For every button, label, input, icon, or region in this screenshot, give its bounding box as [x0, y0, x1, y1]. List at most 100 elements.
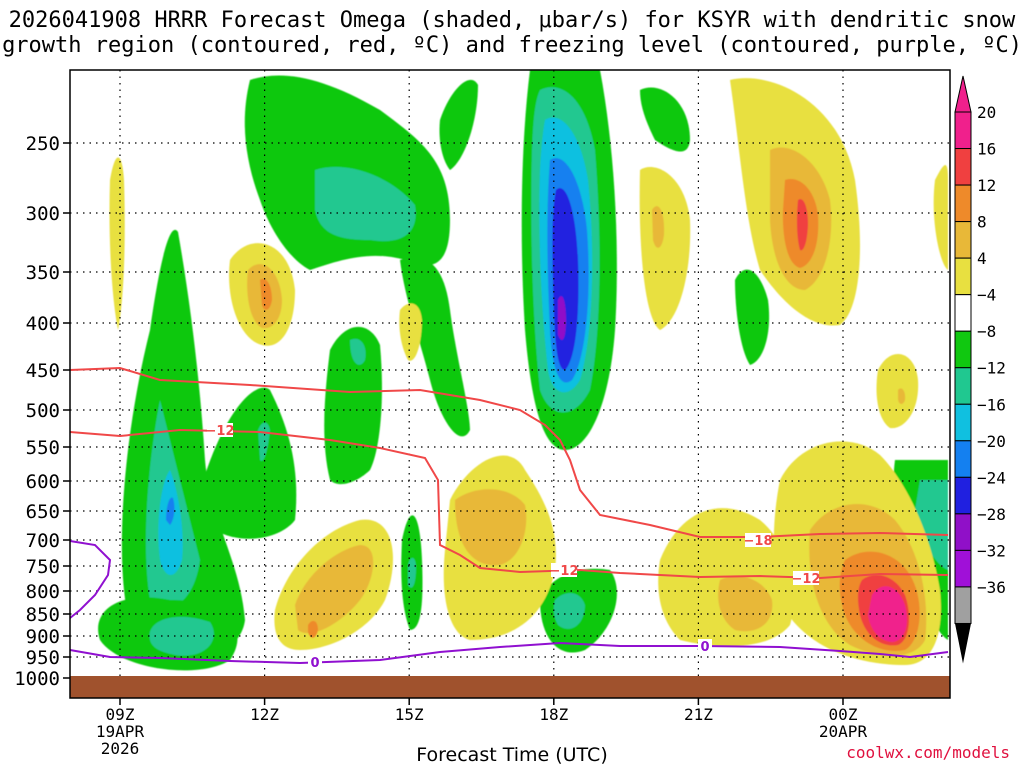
x-tick-sub-00Z: 20APR: [819, 722, 868, 741]
grid-lines: [70, 70, 950, 698]
colorbar-segment-12: [954, 549, 972, 588]
colorbar-segment-9: [954, 440, 972, 478]
omega-teal-18zlow: [553, 593, 585, 629]
omega-orange-13z: [308, 620, 318, 638]
freezing-label-1: 0: [310, 656, 319, 671]
colorbar-label-11: −28: [977, 505, 1006, 524]
y-tick-label-850: 850: [26, 604, 60, 626]
colorbar-label-8: −16: [977, 395, 1006, 414]
colorbar-segment-13: [954, 586, 972, 624]
colorbar-label-10: −24: [977, 468, 1006, 487]
x-tick-label-09Z: 09Z: [106, 705, 135, 724]
colorbar-label-2: 12: [977, 176, 996, 195]
x-tick-sub-09Z: 19APR: [96, 722, 145, 741]
omega-teal-rightedge: [915, 480, 948, 570]
omega-yellow-left-strip: [109, 157, 125, 330]
y-tick-label-1000: 1000: [14, 668, 60, 690]
colorbar-label-12: −32: [977, 541, 1006, 560]
omega-orange-12z: [260, 278, 272, 310]
omega-teal-mid3: [350, 338, 366, 365]
plot-border: [69, 69, 951, 699]
colorbar-label-5: −4: [977, 286, 996, 305]
colorbar-segment-3: [954, 221, 972, 259]
omega-gold-16z: [455, 489, 527, 566]
omega-teal-col15: [408, 557, 416, 588]
dgz-label-1: −12: [206, 424, 235, 439]
colorbar-label-3: 8: [977, 213, 987, 232]
x-tick-label-21Z: 21Z: [684, 705, 713, 724]
x-axis-label: Forecast Time (UTC): [416, 744, 608, 766]
colorbar-segment-8: [954, 403, 972, 442]
omega-teal-top: [315, 166, 416, 242]
x-tick-label-15Z: 15Z: [395, 705, 424, 724]
y-tick-label-900: 900: [26, 626, 60, 648]
colorbar-label-7: −12: [977, 359, 1006, 378]
omega-gold-13z: [295, 545, 374, 634]
colorbar-segment-1: [954, 148, 972, 186]
y-axis: 2503003504004505005506006507007508008509…: [14, 133, 70, 690]
x-tick-label-00Z: 00Z: [829, 705, 858, 724]
freezing-level-contours: [69, 540, 949, 665]
omega-blue-left: [166, 497, 175, 525]
dgz-label-3: −12: [550, 564, 579, 579]
omega-yellow-rightedge-top: [933, 165, 948, 270]
omega-green-right2: [735, 269, 770, 365]
omega-green-mid2: [400, 257, 470, 437]
y-tick-label-750: 750: [26, 556, 60, 578]
y-tick-label-450: 450: [26, 360, 60, 382]
y-tick-label-400: 400: [26, 313, 60, 335]
chart-title-line1: 2026041908 HRRR Forecast Omega (shaded, …: [8, 8, 1016, 33]
x-tick-sub2-09Z: 2026: [101, 739, 140, 758]
ground-surface: [70, 676, 950, 698]
freezing-contour-main: [69, 641, 949, 665]
omega-gold-20z: [652, 206, 665, 248]
colorbar-segment-7: [954, 367, 972, 405]
dgz-label-4: −12: [792, 572, 821, 587]
omega-yellow-20z: [639, 167, 691, 330]
freezing-label-2: 0: [700, 640, 709, 655]
y-tick-label-350: 350: [26, 262, 60, 284]
freezing-contour-left: [69, 540, 112, 619]
colorbar-segment-6: [954, 330, 972, 369]
omega-green-mid3: [324, 326, 382, 485]
dgz-contour-lower: [69, 428, 949, 580]
colorbar: 20 16 12 8 4 −4 −8 −12 −16 −20 −24 −28 −32 −36: [954, 75, 1006, 664]
y-tick-label-600: 600: [26, 471, 60, 493]
colorbar-label-6: −8: [977, 322, 996, 341]
y-tick-label-700: 700: [26, 530, 60, 552]
colorbar-segment-2: [954, 184, 972, 223]
colorbar-top-arrow: [954, 75, 972, 113]
y-tick-label-800: 800: [26, 581, 60, 603]
y-tick-label-550: 550: [26, 437, 60, 459]
y-tick-label-300: 300: [26, 203, 60, 225]
colorbar-label-4: 4: [977, 249, 987, 268]
colorbar-segment-5: [954, 294, 972, 332]
omega-pink-00z-low: [868, 586, 907, 642]
colorbar-segment-4: [954, 257, 972, 296]
chart-title-line2: growth region (contoured, red, ºC) and f…: [2, 33, 1022, 58]
colorbar-label-0: 20: [977, 103, 996, 122]
colorbar-bottom-arrow: [955, 623, 971, 664]
y-tick-label-250: 250: [26, 133, 60, 155]
credit-link[interactable]: coolwx.com/models: [846, 743, 1010, 762]
omega-gold-21z-low: [718, 576, 773, 632]
omega-gold-01z-mid: [898, 388, 906, 404]
x-tick-label-18Z: 18Z: [539, 705, 568, 724]
omega-yellow-14z: [399, 303, 422, 361]
omega-yellow-01z-mid: [876, 353, 919, 429]
omega-green-right1: [640, 87, 690, 152]
omega-green-top2: [439, 79, 478, 170]
omega-red-23z: [796, 199, 808, 251]
x-tick-label-12Z: 12Z: [250, 705, 279, 724]
omega-purple-18z: [558, 296, 566, 340]
colorbar-label-9: −20: [977, 432, 1006, 451]
colorbar-label-13: −36: [977, 578, 1006, 597]
colorbar-segment-0: [954, 111, 972, 150]
colorbar-segment-10: [954, 476, 972, 515]
dgz-label-2: −18: [744, 534, 773, 549]
colorbar-segment-11: [954, 513, 972, 551]
y-tick-label-650: 650: [26, 501, 60, 523]
colorbar-label-1: 16: [977, 140, 996, 159]
